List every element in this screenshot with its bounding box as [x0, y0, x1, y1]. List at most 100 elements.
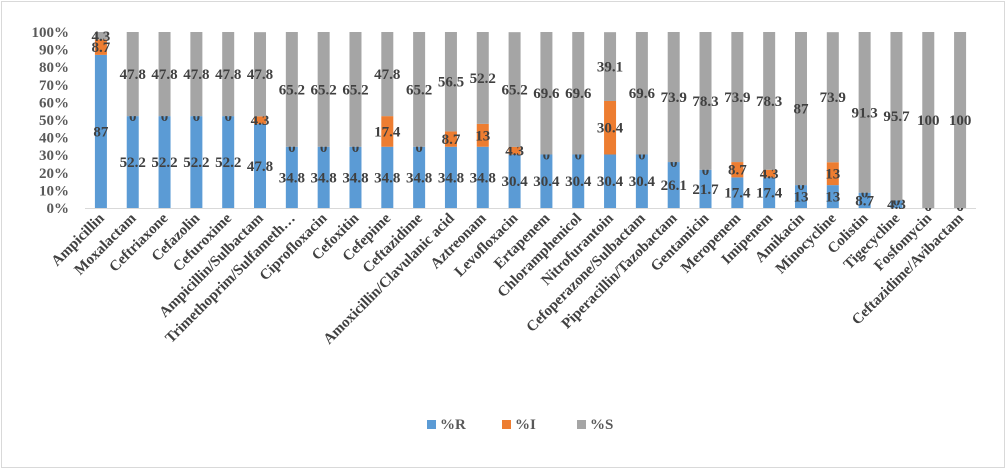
- bar-segment-r: [890, 200, 903, 208]
- bar-segment-r: [254, 123, 267, 208]
- bar-segment-s: [954, 32, 967, 208]
- bar-segment-r: [158, 116, 171, 208]
- bar-segment-s: [476, 32, 489, 124]
- data-label-s: 78.3: [756, 94, 782, 110]
- bar-segment-s: [190, 32, 203, 117]
- bar-segment-r: [413, 146, 426, 208]
- data-label-i: 4.3: [251, 113, 270, 129]
- bar-segment-i: [476, 123, 489, 147]
- data-label-r: 34.8: [279, 170, 305, 186]
- data-label-s: 47.8: [247, 67, 273, 83]
- legend-swatch: [427, 420, 436, 429]
- bar-segment-s: [349, 32, 362, 147]
- bar-segment-r: [508, 154, 521, 208]
- data-label-i: 0: [702, 163, 710, 179]
- data-label-s: 78.3: [692, 94, 718, 110]
- data-label-i: 8.7: [442, 132, 461, 148]
- bar-segment-i: [254, 116, 267, 124]
- bar-segment-r: [858, 192, 871, 208]
- data-label-s: 65.2: [342, 82, 368, 98]
- data-label-r: 30.4: [565, 174, 592, 190]
- y-tick-label: 20%: [39, 166, 69, 182]
- data-label-s: 69.6: [533, 86, 560, 102]
- bar-segment-i: [731, 162, 744, 178]
- bar-segment-r: [572, 154, 585, 208]
- bar-segment-s: [667, 32, 680, 163]
- data-label-r: 52.2: [120, 155, 146, 171]
- bar-segment-s: [572, 32, 585, 155]
- data-label-i: 8.7: [92, 40, 111, 56]
- bar-segment-s: [763, 32, 776, 170]
- data-label-r: 30.4: [597, 174, 624, 190]
- bar-segment-i: [444, 131, 457, 147]
- data-label-i: 17.4: [374, 124, 401, 140]
- bar-segment-r: [794, 185, 807, 208]
- data-label-s: 47.8: [120, 67, 146, 83]
- bar-segment-s: [794, 32, 807, 186]
- data-label-s: 65.2: [311, 82, 337, 98]
- bar-segment-r: [763, 177, 776, 208]
- bar-segment-s: [381, 32, 394, 117]
- bar-segment-r: [476, 146, 489, 208]
- data-label-i: 0: [415, 140, 423, 156]
- data-label-r: 30.4: [629, 174, 656, 190]
- bar-segment-s: [317, 32, 330, 147]
- data-label-s: 69.6: [629, 86, 656, 102]
- data-label-s: 73.9: [661, 90, 687, 106]
- legend-swatch: [577, 420, 586, 429]
- data-label-r: 21.7: [692, 182, 719, 198]
- data-label-i: 0: [288, 140, 296, 156]
- bar-segment-r: [94, 54, 107, 208]
- data-label-r: 34.8: [470, 170, 496, 186]
- data-label-s: 39.1: [597, 60, 623, 76]
- bar-segment-i: [94, 39, 107, 55]
- bar-segment-r: [285, 146, 298, 208]
- data-label-r: 13: [793, 190, 808, 206]
- bar-segment-s: [94, 32, 107, 40]
- legend-label: %I: [515, 417, 536, 433]
- bar-segment-r: [604, 154, 617, 208]
- y-tick-label: 50%: [39, 113, 69, 129]
- legend-label: %S: [590, 417, 613, 433]
- data-label-s: 47.8: [183, 67, 209, 83]
- data-label-i: 0: [543, 147, 551, 163]
- bar-segment-r: [349, 146, 362, 208]
- bar-segment-r: [731, 177, 744, 208]
- bar-segment-r: [222, 116, 235, 208]
- data-label-i: 0: [670, 155, 678, 171]
- bar-segment-r: [699, 169, 712, 208]
- bar-segment-r: [667, 162, 680, 208]
- data-label-s: 47.8: [215, 67, 241, 83]
- bar-segment-s: [699, 32, 712, 170]
- data-label-i: 30.4: [597, 121, 624, 137]
- data-label-r: 17.4: [756, 186, 783, 202]
- bar-segment-r: [444, 146, 457, 208]
- bar-segment-r: [317, 146, 330, 208]
- bar-segment-s: [826, 32, 839, 163]
- data-label-s: 47.8: [374, 67, 400, 83]
- data-label-s: 95.7: [883, 109, 910, 125]
- data-label-i: 0: [193, 109, 201, 125]
- data-label-s: 65.2: [501, 83, 527, 99]
- data-label-s: 87: [793, 102, 809, 118]
- data-label-i: 4.3: [505, 144, 524, 160]
- bar-segment-r: [540, 154, 553, 208]
- data-label-i: 0: [638, 147, 646, 163]
- data-label-r: 52.2: [151, 155, 177, 171]
- bar-segment-s: [508, 32, 521, 147]
- bar-segment-i: [508, 146, 521, 155]
- bar-segment-i: [826, 162, 839, 186]
- data-label-s: 69.6: [565, 86, 592, 102]
- data-label-r: 34.8: [406, 170, 432, 186]
- data-label-s: 100: [917, 113, 940, 129]
- bar-segment-s: [444, 32, 457, 132]
- bar-segment-s: [126, 32, 139, 117]
- bar-segment-s: [254, 32, 267, 117]
- data-label-i: 0: [352, 140, 360, 156]
- data-label-r: 52.2: [183, 155, 209, 171]
- data-label-i: 0: [861, 186, 869, 202]
- data-label-r: 34.8: [342, 170, 368, 186]
- data-label-i: 0: [129, 109, 137, 125]
- bar-segment-r: [381, 146, 394, 208]
